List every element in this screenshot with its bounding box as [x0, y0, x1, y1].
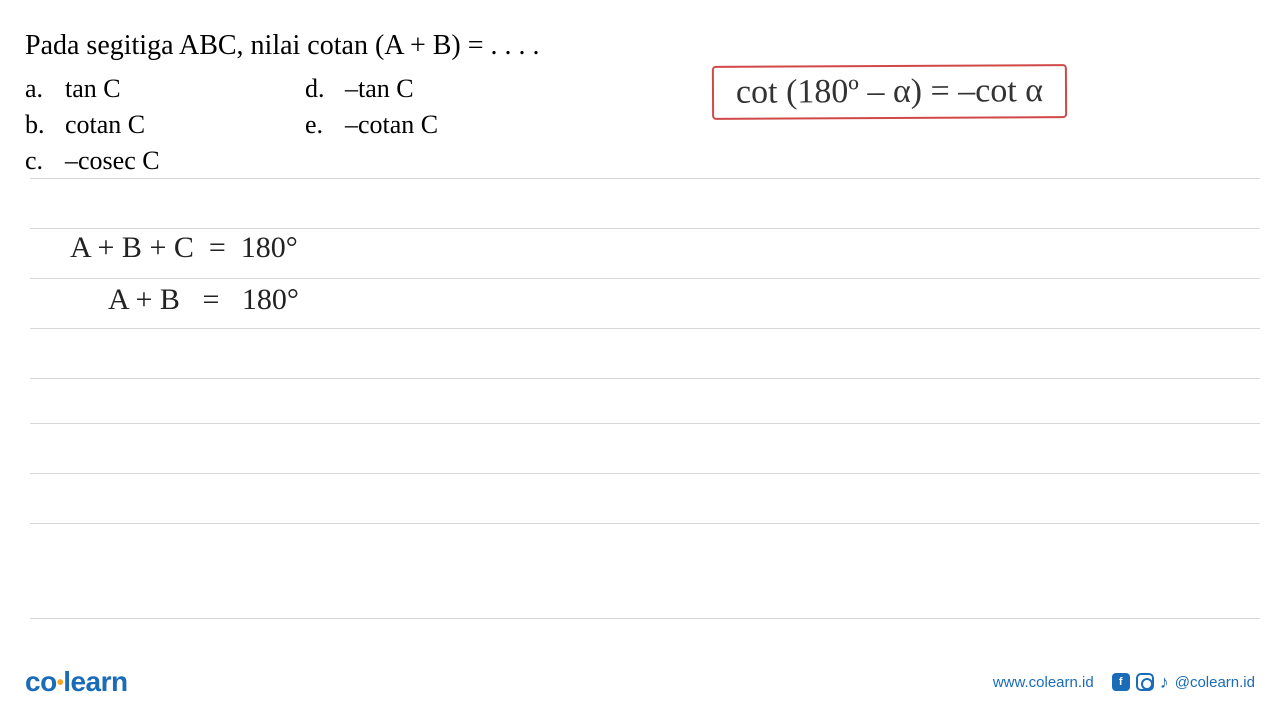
options-grid: a. tan C d. –tan C b. cotan C e. –cotan …	[25, 74, 1255, 176]
option-letter: b.	[25, 110, 65, 140]
tiktok-icon: ♪	[1160, 672, 1169, 693]
option-text: –cosec C	[65, 146, 160, 176]
ruled-line	[30, 328, 1260, 329]
footer: co•learn www.colearn.id f ♪ @colearn.id	[0, 662, 1280, 702]
ruled-line	[30, 378, 1260, 379]
option-letter: e.	[305, 110, 345, 140]
handwritten-line-2: A + B = 180°	[108, 283, 299, 317]
handwriting-area: A + B + C = 180° A + B = 180°	[30, 178, 1260, 640]
option-letter: d.	[305, 74, 345, 104]
ruled-line	[30, 618, 1260, 619]
ruled-line	[30, 473, 1260, 474]
question-text: Pada segitiga ABC, nilai cotan (A + B) =…	[25, 30, 1255, 62]
option-letter: c.	[25, 146, 65, 176]
ruled-line	[30, 228, 1260, 229]
option-a: a. tan C	[25, 74, 305, 104]
social-icons: f ♪ @colearn.id	[1112, 672, 1255, 693]
formula-box: cot (180º – α) = –cot α	[712, 64, 1067, 120]
option-letter: a.	[25, 74, 65, 104]
instagram-icon	[1136, 673, 1154, 691]
footer-url: www.colearn.id	[993, 674, 1094, 691]
handwritten-line-1: A + B + C = 180°	[70, 231, 298, 265]
ruled-line	[30, 523, 1260, 524]
option-text: –cotan C	[345, 110, 438, 140]
facebook-icon: f	[1112, 673, 1130, 691]
ruled-line	[30, 278, 1260, 279]
option-text: –tan C	[345, 74, 414, 104]
option-d: d. –tan C	[305, 74, 585, 104]
logo-learn: learn	[63, 666, 127, 697]
option-e: e. –cotan C	[305, 110, 585, 140]
option-c: c. –cosec C	[25, 146, 305, 176]
option-text: tan C	[65, 74, 121, 104]
ruled-line	[30, 178, 1260, 179]
brand-logo: co•learn	[25, 666, 128, 698]
option-text: cotan C	[65, 110, 145, 140]
social-handle: @colearn.id	[1175, 674, 1255, 691]
option-b: b. cotan C	[25, 110, 305, 140]
logo-co: co	[25, 666, 57, 697]
footer-right: www.colearn.id f ♪ @colearn.id	[993, 672, 1255, 693]
ruled-line	[30, 423, 1260, 424]
